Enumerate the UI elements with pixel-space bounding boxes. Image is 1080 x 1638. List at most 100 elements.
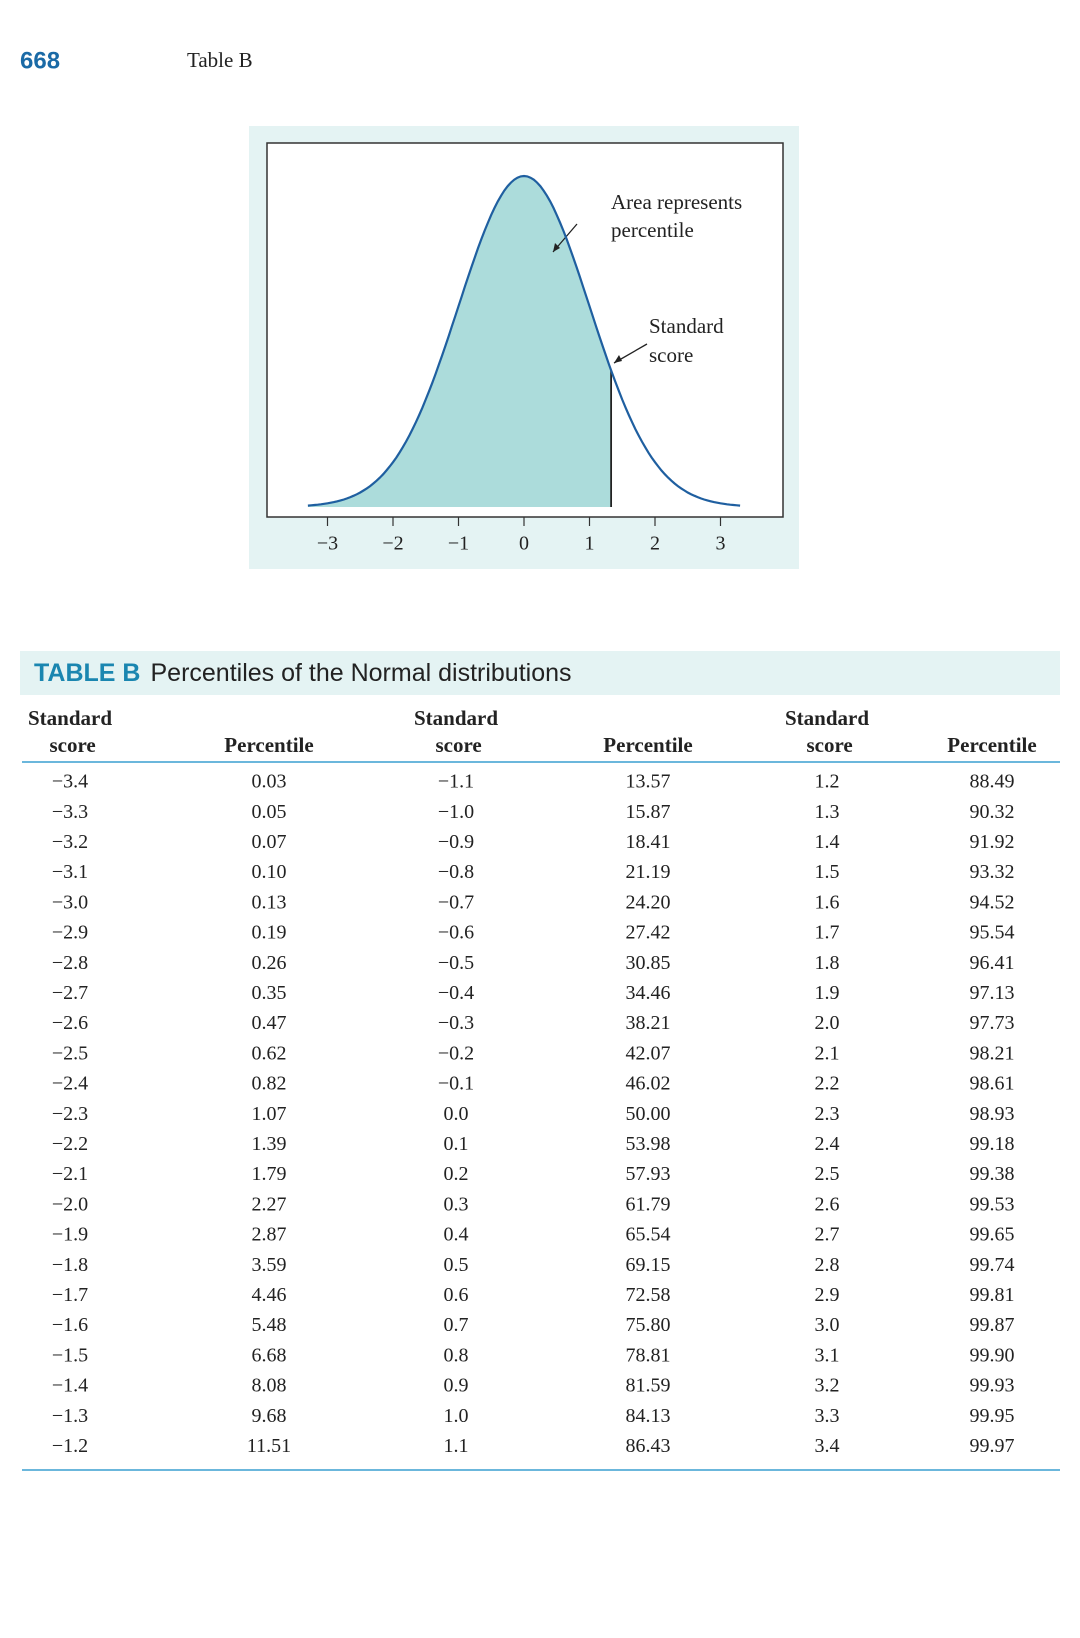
table-cell: 8.08 xyxy=(252,1375,287,1397)
table-cell: 50.00 xyxy=(626,1103,671,1125)
column-header: Percentile xyxy=(603,733,692,757)
column-header: Percentile xyxy=(224,733,313,757)
table-cell: 0.6 xyxy=(444,1284,469,1306)
table-cell: −3.4 xyxy=(52,771,88,793)
table-cell: 0.05 xyxy=(252,801,287,823)
table-cell: 84.13 xyxy=(626,1405,671,1427)
table-cell: 0.03 xyxy=(252,771,287,793)
table-cell: 1.0 xyxy=(444,1405,469,1427)
table-cell: 2.7 xyxy=(815,1224,840,1246)
table-cell: 99.38 xyxy=(970,1163,1015,1185)
table-cell: −2.0 xyxy=(52,1193,88,1215)
table-cell: 0.4 xyxy=(444,1224,469,1246)
table-cell: 95.54 xyxy=(970,922,1015,944)
arrow-head xyxy=(614,355,622,363)
table-cell: −0.2 xyxy=(438,1042,474,1064)
table-cell: 11.51 xyxy=(247,1435,291,1457)
table-cell: 1.6 xyxy=(815,891,840,913)
table-cell: 2.5 xyxy=(815,1163,840,1185)
table-cell: 97.13 xyxy=(970,982,1015,1004)
table-cell: −1.7 xyxy=(52,1284,88,1306)
axis-label: 3 xyxy=(716,533,726,555)
table-cell: 0.5 xyxy=(444,1254,469,1276)
table-cell: 2.3 xyxy=(815,1103,840,1125)
table-cell: 2.6 xyxy=(815,1193,840,1215)
table-cell: 0.82 xyxy=(252,1073,287,1095)
table-cell: 1.8 xyxy=(815,952,840,974)
table-cell: 0.19 xyxy=(252,922,287,944)
table-cell: −0.5 xyxy=(438,952,474,974)
table-cell: −0.6 xyxy=(438,922,474,944)
table-cell: 3.59 xyxy=(252,1254,287,1276)
table-cell: −0.3 xyxy=(438,1012,474,1034)
table-cell: 86.43 xyxy=(626,1435,671,1457)
arrow-head xyxy=(553,243,560,252)
annotation: Area represents xyxy=(611,190,742,214)
table-cell: 34.46 xyxy=(626,982,671,1004)
table-cell: 94.52 xyxy=(970,891,1015,913)
table-cell: 99.65 xyxy=(970,1224,1015,1246)
table-cell: 99.18 xyxy=(970,1133,1015,1155)
table-cell: 3.2 xyxy=(815,1375,840,1397)
table-cell: −1.5 xyxy=(52,1344,88,1366)
table-cell: 99.97 xyxy=(970,1435,1015,1457)
table-cell: −3.2 xyxy=(52,831,88,853)
table-cell: −0.1 xyxy=(438,1073,474,1095)
table-cell: −2.5 xyxy=(52,1042,88,1064)
table-cell: −0.7 xyxy=(438,891,474,913)
table-cell: 65.54 xyxy=(626,1224,671,1246)
table-cell: 3.0 xyxy=(815,1314,840,1336)
table-cell: −0.8 xyxy=(438,861,474,883)
normal-curve xyxy=(307,174,741,507)
table-cell: −3.3 xyxy=(52,801,88,823)
table-cell: −3.1 xyxy=(52,861,88,883)
table-cell: 93.32 xyxy=(970,861,1015,883)
table-cell: −1.8 xyxy=(52,1254,88,1276)
table-cell: −3.0 xyxy=(52,891,88,913)
table-cell: 2.27 xyxy=(252,1193,287,1215)
table-cell: −0.9 xyxy=(438,831,474,853)
table-cell: −2.6 xyxy=(52,1012,88,1034)
table-cell: 1.5 xyxy=(815,861,840,883)
table-cell: 98.21 xyxy=(970,1042,1015,1064)
column-header: Standard score xyxy=(414,706,498,757)
running-title: Table B xyxy=(187,48,253,72)
table-cell: 0.7 xyxy=(444,1314,469,1336)
table-cell: 2.4 xyxy=(815,1133,840,1155)
table-cell: 0.26 xyxy=(252,952,287,974)
table-cell: 1.4 xyxy=(815,831,840,853)
table-label: TABLE B xyxy=(34,659,140,687)
shaded-area xyxy=(307,176,612,507)
table-cell: 1.3 xyxy=(815,801,840,823)
table-cell: −1.1 xyxy=(438,771,474,793)
table-cell: 69.15 xyxy=(626,1254,671,1276)
table-cell: 0.07 xyxy=(252,831,287,853)
table-cell: 96.41 xyxy=(970,952,1015,974)
table-cell: 0.3 xyxy=(444,1193,469,1215)
table-cell: 0.47 xyxy=(252,1012,287,1034)
table-title: TABLE B Percentiles of the Normal distrib… xyxy=(34,659,572,687)
table-cell: 0.35 xyxy=(252,982,287,1004)
table-cell: 91.92 xyxy=(970,831,1015,853)
table-cell: 0.0 xyxy=(444,1103,469,1125)
column-header: Percentile xyxy=(947,733,1036,757)
table-cell: 2.87 xyxy=(252,1224,287,1246)
table-cell: 27.42 xyxy=(626,922,671,944)
table-title-band xyxy=(20,651,1060,695)
table-cell: 9.68 xyxy=(252,1405,287,1427)
table-cell: −1.2 xyxy=(52,1435,88,1457)
table-cell: 1.7 xyxy=(815,922,840,944)
table-cell: −1.0 xyxy=(438,801,474,823)
table-title-text: Percentiles of the Normal distributions xyxy=(150,659,571,687)
table-cell: 0.13 xyxy=(252,891,287,913)
axis-label: −1 xyxy=(448,533,469,555)
table-cell: −1.6 xyxy=(52,1314,88,1336)
table-cell: 99.74 xyxy=(970,1254,1015,1276)
annotation: score xyxy=(649,343,693,367)
axis-label: 0 xyxy=(519,533,529,555)
annotation: percentile xyxy=(611,218,694,242)
table-cell: 1.79 xyxy=(252,1163,287,1185)
table-cell: 61.79 xyxy=(626,1193,671,1215)
table-cell: 3.3 xyxy=(815,1405,840,1427)
table-cell: 38.21 xyxy=(626,1012,671,1034)
